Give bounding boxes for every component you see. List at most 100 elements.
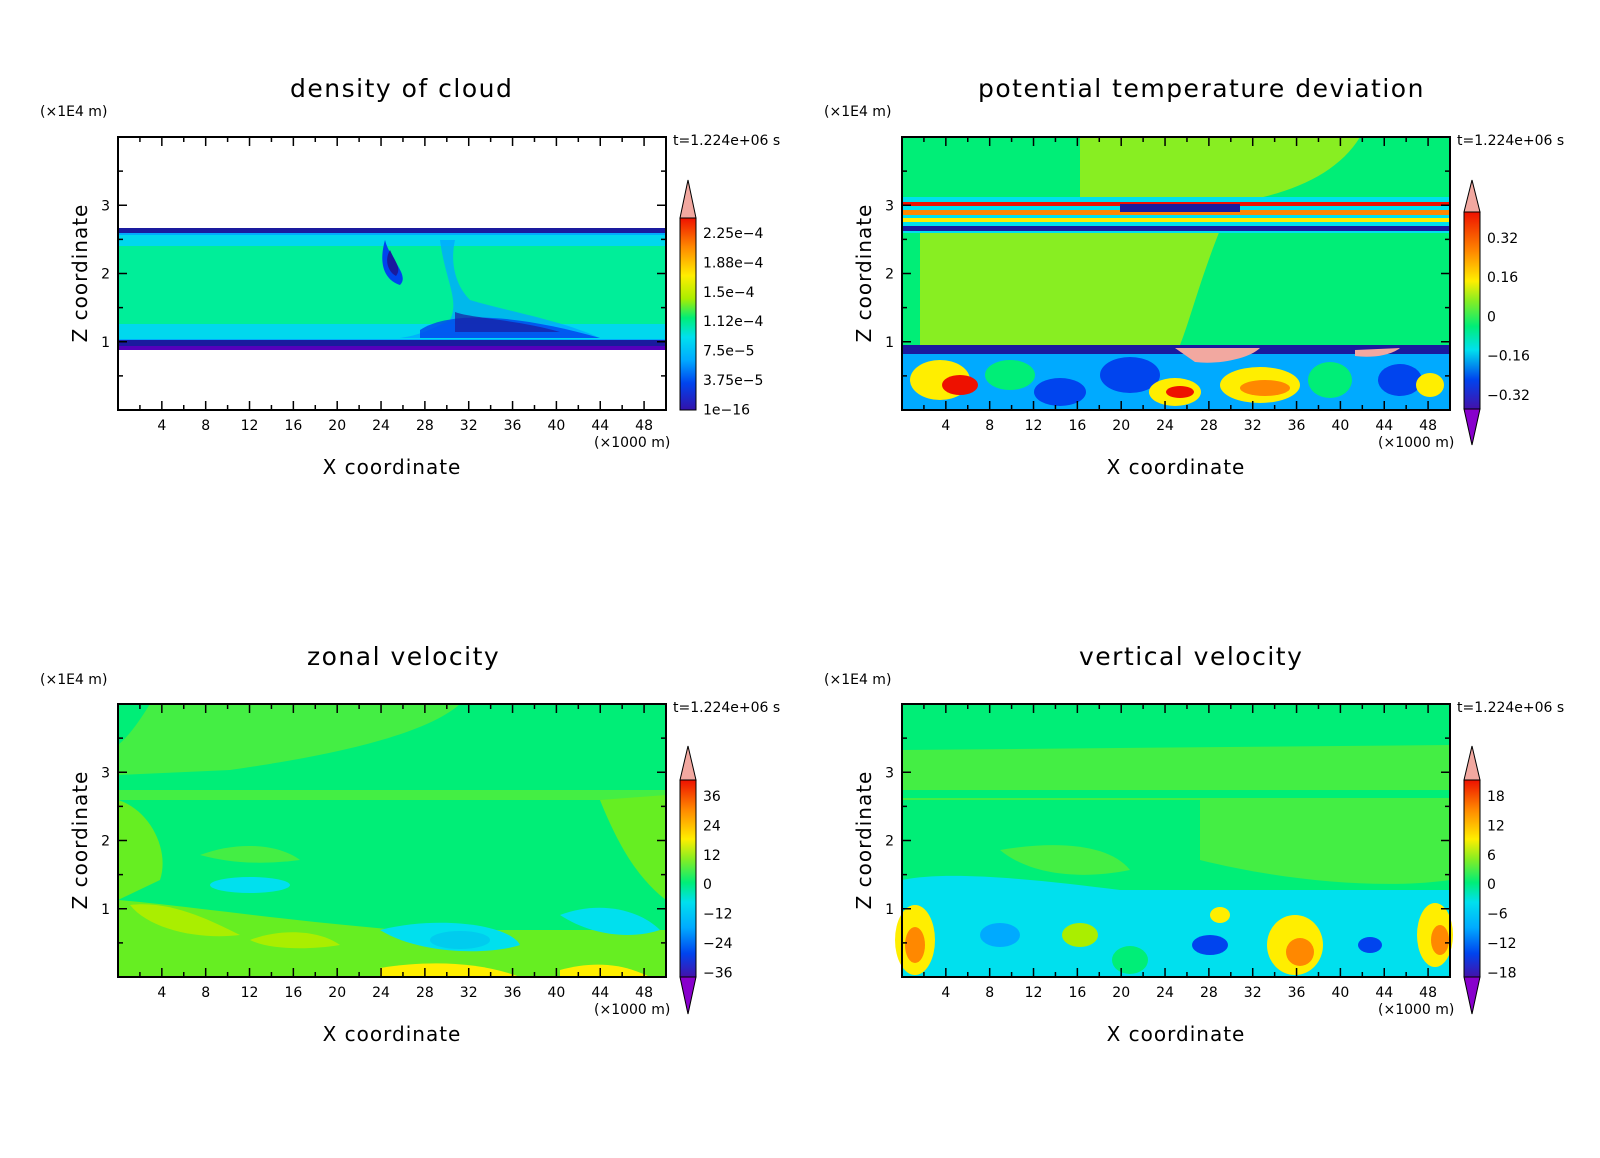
x-tick-label: 28 <box>1200 985 1218 1001</box>
x-tick-label: 36 <box>504 985 522 1001</box>
x-tick-label: 4 <box>157 985 166 1001</box>
x-axis-label: X coordinate <box>1107 1022 1246 1046</box>
x-tick-label: 8 <box>985 418 994 434</box>
chart-title: density of cloud <box>290 74 514 103</box>
y-tick-label: 1 <box>885 335 894 351</box>
x-tick-label: 44 <box>591 418 609 434</box>
x-tick-label: 8 <box>985 985 994 1001</box>
chart-title: vertical velocity <box>1079 642 1304 671</box>
x-tick-label: 44 <box>1375 985 1393 1001</box>
x-tick-label: 32 <box>460 418 478 434</box>
chart-svg: X coordinate Z coordinate 4 8 12 16 20 24 28 32… <box>852 703 1517 1046</box>
x-tick-label: 28 <box>1200 418 1218 434</box>
y-tick-label: 1 <box>885 902 894 918</box>
colorbar-label: −36 <box>703 965 733 981</box>
x-tick-label: 24 <box>1156 985 1174 1001</box>
y-axis-label: Z coordinate <box>852 204 876 343</box>
colorbar <box>1463 745 1481 1015</box>
x-tick-label: 28 <box>416 985 434 1001</box>
x-tick-label: 24 <box>1156 418 1174 434</box>
x-tick-label: 20 <box>328 985 346 1001</box>
x-tick-label: 4 <box>157 418 166 434</box>
x-tick-label: 48 <box>1419 985 1437 1001</box>
x-unit-label: (×1000 m) <box>1378 1002 1455 1018</box>
y-tick-label: 3 <box>101 765 110 781</box>
y-unit-label: (×1E4 m) <box>824 672 892 688</box>
x-tick-label: 44 <box>1375 418 1393 434</box>
x-axis-label: X coordinate <box>1107 455 1246 479</box>
x-tick-label: 20 <box>1112 418 1130 434</box>
y-tick-label: 2 <box>101 267 110 283</box>
x-tick-label: 16 <box>284 985 302 1001</box>
colorbar-label: 0 <box>1487 309 1496 325</box>
x-tick-label: 48 <box>635 985 653 1001</box>
colorbar <box>1463 179 1481 446</box>
x-tick-label: 12 <box>241 985 259 1001</box>
x-tick-label: 24 <box>372 985 390 1001</box>
x-tick-label: 16 <box>1068 418 1086 434</box>
x-tick-label: 24 <box>372 418 390 434</box>
y-tick-label: 2 <box>885 834 894 850</box>
y-axis-label: Z coordinate <box>68 771 92 910</box>
y-axis-label: Z coordinate <box>68 204 92 343</box>
y-tick-label: 1 <box>101 335 110 351</box>
colorbar-label: 36 <box>703 789 721 805</box>
time-label: t=1.224e+06 s <box>673 700 781 716</box>
x-tick-label: 12 <box>1025 985 1043 1001</box>
colorbar-label: 3.75e−5 <box>703 373 763 389</box>
colorbar-label: 6 <box>1487 848 1496 864</box>
x-tick-label: 16 <box>1068 985 1086 1001</box>
y-tick-label: 2 <box>101 834 110 850</box>
x-unit-label: (×1000 m) <box>594 435 671 451</box>
x-axis-label: X coordinate <box>323 1022 462 1046</box>
chart-svg: X coordinate Z coordinate 4 8 12 16 20 24 28 32… <box>68 703 733 1046</box>
chart-svg: X coordinate Z coordinate 4 8 12 16 20 24 28 32… <box>852 136 1530 479</box>
x-tick-label: 12 <box>241 418 259 434</box>
x-tick-label: 40 <box>1331 418 1349 434</box>
chart-title: potential temperature deviation <box>978 74 1425 103</box>
colorbar-label: 2.25e−4 <box>703 226 764 242</box>
colorbar-label: 0 <box>703 877 712 893</box>
x-tick-label: 36 <box>504 418 522 434</box>
colorbar <box>679 745 697 1015</box>
x-tick-label: 36 <box>1288 985 1306 1001</box>
x-tick-label: 40 <box>547 985 565 1001</box>
y-unit-label: (×1E4 m) <box>40 104 108 120</box>
chart-svg: X coordinate Z coordinate 4 8 12 16 20 24 28 32… <box>68 136 764 479</box>
x-tick-label: 4 <box>941 985 950 1001</box>
colorbar-label: −12 <box>703 907 733 923</box>
colorbar-label: −0.16 <box>1487 349 1530 365</box>
x-tick-label: 48 <box>1419 418 1437 434</box>
x-tick-label: 16 <box>284 418 302 434</box>
x-axis-label: X coordinate <box>323 455 462 479</box>
x-tick-label: 4 <box>941 418 950 434</box>
colorbar-label: 24 <box>703 818 721 834</box>
y-tick-label: 3 <box>885 198 894 214</box>
colorbar-label: 0.32 <box>1487 231 1518 247</box>
x-tick-label: 44 <box>591 985 609 1001</box>
x-tick-label: 32 <box>1244 985 1262 1001</box>
colorbar-label: 1.88e−4 <box>703 255 764 271</box>
x-tick-label: 36 <box>1288 418 1306 434</box>
time-label: t=1.224e+06 s <box>1457 133 1565 149</box>
x-tick-label: 32 <box>460 985 478 1001</box>
colorbar-label: 12 <box>703 848 721 864</box>
colorbar-label: −18 <box>1487 965 1517 981</box>
y-axis-label: Z coordinate <box>852 771 876 910</box>
x-tick-label: 20 <box>1112 985 1130 1001</box>
x-unit-label: (×1000 m) <box>594 1002 671 1018</box>
x-tick-label: 20 <box>328 418 346 434</box>
colorbar-label: 0 <box>1487 877 1496 893</box>
time-label: t=1.224e+06 s <box>673 133 781 149</box>
y-tick-label: 1 <box>101 902 110 918</box>
colorbar-label: 1.5e−4 <box>703 285 755 301</box>
y-unit-label: (×1E4 m) <box>40 672 108 688</box>
y-tick-label: 3 <box>885 765 894 781</box>
chart-title: zonal velocity <box>307 642 501 671</box>
colorbar-label: 12 <box>1487 818 1505 834</box>
colorbar-label: −0.32 <box>1487 388 1530 404</box>
colorbar-label: 18 <box>1487 789 1505 805</box>
x-tick-label: 8 <box>201 985 210 1001</box>
x-tick-label: 12 <box>1025 418 1043 434</box>
x-tick-label: 40 <box>547 418 565 434</box>
